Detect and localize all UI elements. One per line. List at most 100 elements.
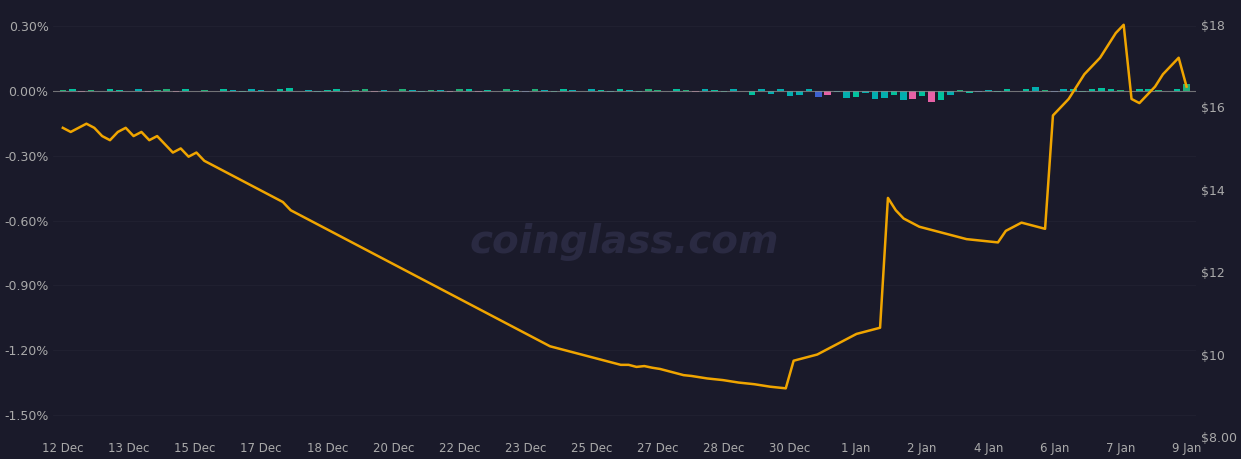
Bar	[465, 89, 472, 91]
Bar	[607, 91, 614, 92]
Bar	[551, 91, 557, 92]
Bar	[627, 90, 633, 91]
Bar	[795, 91, 803, 95]
Bar	[598, 90, 604, 91]
Bar	[768, 91, 774, 94]
Bar	[910, 91, 916, 99]
Bar	[701, 90, 709, 91]
Bar	[891, 91, 897, 95]
Bar	[721, 91, 727, 92]
Bar	[947, 91, 954, 95]
Bar	[182, 89, 189, 91]
Bar	[834, 91, 840, 92]
Bar	[928, 91, 934, 101]
Bar	[513, 90, 520, 91]
Bar	[201, 90, 207, 91]
Bar	[570, 90, 576, 91]
Bar	[748, 91, 756, 95]
Bar	[844, 91, 850, 98]
Bar	[645, 90, 652, 91]
Bar	[674, 89, 680, 91]
Bar	[1183, 84, 1190, 91]
Bar	[457, 90, 463, 91]
Bar	[1023, 89, 1029, 91]
Bar	[975, 91, 982, 92]
Bar	[617, 89, 623, 91]
Bar	[60, 90, 66, 91]
Bar	[475, 91, 482, 92]
Bar	[522, 91, 529, 92]
Bar	[938, 91, 944, 100]
Bar	[824, 91, 831, 95]
Bar	[164, 90, 170, 91]
Bar	[1080, 91, 1086, 92]
Bar	[135, 89, 141, 91]
Bar	[1051, 91, 1057, 92]
Bar	[994, 91, 1001, 92]
Bar	[361, 89, 369, 91]
Bar	[144, 91, 151, 92]
Bar	[588, 90, 594, 91]
Bar	[1088, 89, 1096, 91]
Bar	[324, 90, 330, 91]
Bar	[88, 90, 94, 91]
Bar	[381, 90, 387, 91]
Bar	[69, 89, 76, 91]
Bar	[881, 91, 887, 98]
Bar	[1070, 90, 1076, 91]
Bar	[400, 89, 406, 91]
Bar	[1108, 89, 1114, 91]
Bar	[1033, 88, 1039, 91]
Bar	[447, 91, 453, 92]
Bar	[230, 90, 236, 91]
Bar	[862, 91, 869, 93]
Bar	[248, 89, 254, 91]
Bar	[900, 91, 907, 101]
Bar	[541, 90, 547, 91]
Bar	[1004, 90, 1010, 91]
Bar	[758, 89, 764, 91]
Bar	[418, 91, 424, 92]
Bar	[172, 91, 180, 92]
Bar	[107, 89, 113, 91]
Bar	[815, 91, 822, 97]
Bar	[957, 90, 963, 91]
Bar	[258, 90, 264, 91]
Bar	[277, 90, 283, 91]
Bar	[484, 90, 491, 91]
Bar	[1041, 90, 1049, 91]
Bar	[1155, 90, 1162, 91]
Bar	[220, 90, 227, 91]
Bar	[965, 91, 973, 93]
Bar	[787, 91, 793, 96]
Bar	[730, 89, 737, 91]
Bar	[352, 90, 359, 91]
Bar	[117, 90, 123, 91]
Bar	[635, 91, 642, 92]
Bar	[683, 90, 689, 91]
Bar	[1098, 88, 1104, 91]
Bar	[78, 91, 86, 92]
Bar	[777, 89, 784, 91]
Bar	[371, 91, 377, 92]
Bar	[805, 90, 812, 91]
Bar	[305, 90, 311, 91]
Bar	[692, 91, 699, 92]
Bar	[654, 90, 661, 91]
Bar	[1117, 90, 1124, 91]
Bar	[240, 91, 246, 92]
Bar	[985, 90, 992, 91]
Bar	[711, 90, 717, 91]
Bar	[853, 91, 859, 97]
Bar	[410, 90, 416, 91]
Bar	[871, 91, 879, 100]
Bar	[531, 90, 539, 91]
Bar	[314, 91, 321, 92]
Text: coinglass.com: coinglass.com	[470, 223, 779, 261]
Bar	[1136, 89, 1143, 91]
Bar	[1174, 89, 1180, 91]
Bar	[343, 91, 350, 92]
Bar	[287, 88, 293, 91]
Bar	[334, 90, 340, 91]
Bar	[437, 90, 444, 91]
